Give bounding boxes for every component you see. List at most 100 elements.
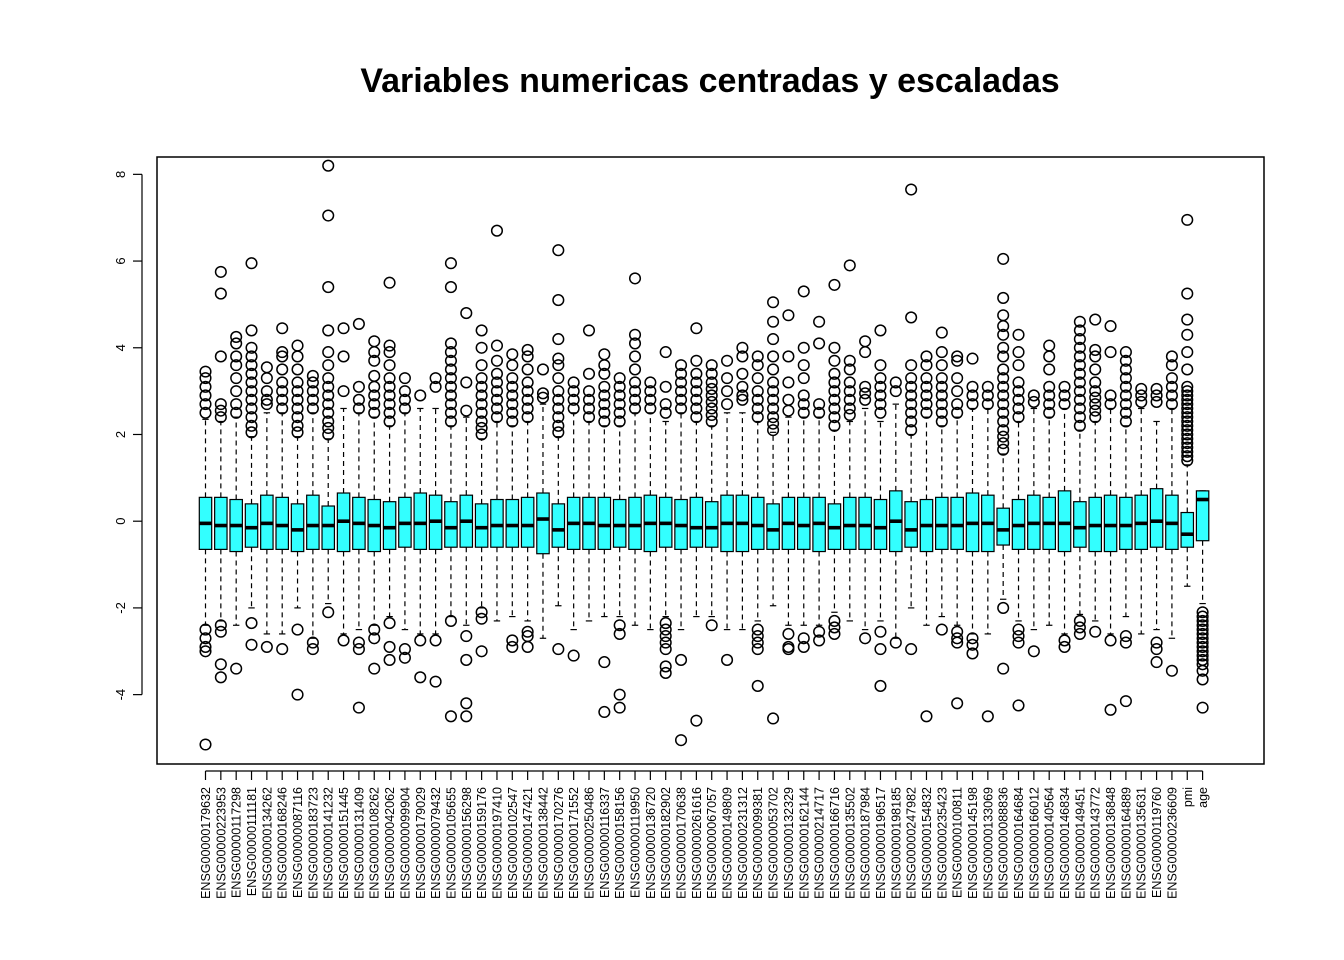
outlier-point xyxy=(276,643,289,656)
box xyxy=(858,496,872,550)
outlier-point xyxy=(214,398,227,411)
outlier-point xyxy=(1119,636,1132,649)
outlier-point xyxy=(245,617,258,630)
outlier-point xyxy=(997,389,1010,402)
outlier-point xyxy=(1043,350,1056,363)
outlier-point xyxy=(997,430,1010,443)
outlier-point xyxy=(797,372,810,385)
box xyxy=(1057,490,1072,553)
outlier-point xyxy=(398,651,411,664)
x-category-label: ENSG00000105655 xyxy=(444,787,458,899)
outlier-point xyxy=(322,415,335,428)
outlier-point xyxy=(1119,354,1132,367)
outlier-point xyxy=(1181,287,1194,300)
outlier-point xyxy=(368,623,381,636)
outlier-point xyxy=(920,350,933,363)
outlier-point xyxy=(690,367,703,380)
box-group xyxy=(858,335,872,645)
outlier-point xyxy=(751,350,764,363)
outlier-point xyxy=(1073,367,1086,380)
outlier-point xyxy=(460,710,473,723)
outlier-point xyxy=(444,337,457,350)
outlier-point xyxy=(322,421,335,435)
outlier-point xyxy=(1073,402,1086,415)
box xyxy=(1119,496,1133,550)
outlier-point xyxy=(828,393,841,406)
outlier-point xyxy=(782,643,795,656)
outlier-point xyxy=(368,354,381,367)
box-group xyxy=(658,346,673,680)
outlier-point xyxy=(582,385,596,398)
x-axis: ENSG00000179632 ENSG00000223953 ENSG000001… xyxy=(199,770,1210,899)
outlier-point xyxy=(705,415,718,428)
outlier-point xyxy=(1012,630,1025,643)
outlier-point xyxy=(920,406,933,419)
outlier-point xyxy=(1181,450,1194,463)
outlier-point xyxy=(567,376,580,389)
outlier-point xyxy=(444,415,457,428)
outlier-point xyxy=(444,363,457,376)
outlier-point xyxy=(383,339,396,352)
outlier-point xyxy=(1043,363,1056,376)
outlier-point xyxy=(306,376,319,389)
outlier-point xyxy=(705,367,718,380)
outlier-point xyxy=(368,406,381,419)
outlier-point xyxy=(567,649,580,662)
outlier-point xyxy=(843,354,856,367)
outlier-point xyxy=(245,350,258,363)
outlier-point xyxy=(1150,389,1163,402)
outlier-point xyxy=(797,406,810,419)
outlier-point xyxy=(797,640,810,653)
outlier-point xyxy=(567,385,580,398)
outlier-point xyxy=(276,346,289,359)
outlier-point xyxy=(905,398,918,411)
outlier-point xyxy=(1150,656,1163,669)
outlier-point xyxy=(997,437,1010,450)
outlier-point xyxy=(874,679,887,693)
box-group xyxy=(935,326,949,636)
outlier-point xyxy=(1196,636,1209,649)
outlier-point xyxy=(460,376,473,389)
outlier-point xyxy=(751,359,764,372)
outlier-point xyxy=(337,350,350,363)
outlier-point xyxy=(1181,406,1194,419)
outlier-point xyxy=(521,640,534,653)
outlier-point xyxy=(674,376,688,389)
outlier-point xyxy=(859,346,872,359)
outlier-point xyxy=(859,335,872,348)
outlier-point xyxy=(230,398,243,411)
outlier-point xyxy=(1196,627,1209,640)
outlier-point xyxy=(214,350,227,363)
outlier-point xyxy=(705,359,718,372)
outlier-point xyxy=(705,376,718,389)
outlier-point xyxy=(613,619,626,632)
outlier-point xyxy=(951,354,964,367)
outlier-point xyxy=(828,354,841,367)
outlier-point xyxy=(813,406,826,419)
outlier-point xyxy=(1165,380,1178,393)
outlier-point xyxy=(1104,320,1117,333)
outlier-point xyxy=(199,632,212,645)
outlier-point xyxy=(291,411,304,424)
outlier-point xyxy=(674,402,688,415)
box-group xyxy=(750,350,765,693)
outlier-point xyxy=(828,614,841,627)
outlier-point xyxy=(1150,382,1163,396)
outlier-point xyxy=(352,402,365,415)
outlier-point xyxy=(552,294,565,307)
outlier-point xyxy=(291,385,304,398)
outlier-point xyxy=(214,625,227,638)
outlier-point xyxy=(1012,699,1025,712)
outlier-point xyxy=(1089,404,1102,417)
outlier-point xyxy=(905,643,918,656)
outlier-point xyxy=(966,632,979,645)
outlier-point xyxy=(1027,389,1040,402)
outlier-point xyxy=(475,428,488,441)
outlier-point xyxy=(521,411,534,424)
box-group xyxy=(689,322,704,727)
outlier-point xyxy=(767,385,780,398)
outlier-point xyxy=(920,389,933,402)
outlier-point xyxy=(797,359,810,372)
outlier-point xyxy=(659,643,672,656)
box-group xyxy=(505,348,520,653)
